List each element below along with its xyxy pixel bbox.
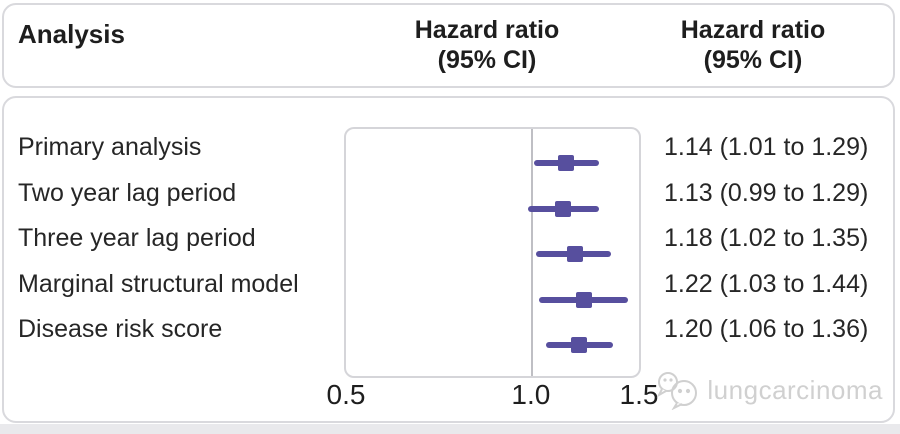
watermark: lungcarcinoma <box>655 370 883 410</box>
column-header-hazard-ratio-values: Hazard ratio (95% CI) <box>603 15 900 75</box>
row-value: 1.20 (1.06 to 1.36) <box>664 315 869 344</box>
page-bottom-strip <box>0 424 900 434</box>
hazard-ratio-header-line1: Hazard ratio <box>414 16 560 44</box>
row-label: Disease risk score <box>18 315 223 344</box>
x-tick-label: 0.5 <box>326 379 366 410</box>
row-value: 1.14 (1.01 to 1.29) <box>664 133 869 161</box>
hazard-ratio-header-line2: (95% CI) <box>703 46 803 74</box>
x-tick-label: 1.5 <box>619 379 659 410</box>
watermark-text: lungcarcinoma <box>707 374 883 405</box>
row-label: Three year lag period <box>18 224 256 253</box>
row-label: Marginal structural model <box>18 269 299 298</box>
table-header: Analysis Hazard ratio (95% CI) Hazard ra… <box>2 3 895 88</box>
reference-line <box>530 129 533 376</box>
hazard-ratio-point-marker <box>557 155 574 171</box>
row-label: Primary analysis <box>18 133 202 161</box>
column-header-analysis: Analysis <box>18 19 125 49</box>
column-header-hazard-ratio-plot: Hazard ratio (95% CI) <box>337 15 637 75</box>
plot-body: Primary analysis Two year lag period Three… <box>2 96 895 423</box>
hazard-ratio-header-line1: Hazard ratio <box>680 16 826 44</box>
row-value: 1.22 (1.03 to 1.44) <box>664 269 869 298</box>
x-tick-label: 1.0 <box>511 379 551 410</box>
hazard-ratio-header-line2: (95% CI) <box>437 46 537 74</box>
hazard-ratio-point-marker <box>571 337 588 354</box>
hazard-ratio-point-marker <box>555 200 572 217</box>
row-value: 1.13 (0.99 to 1.29) <box>664 178 869 207</box>
forest-plot-panel <box>344 127 641 378</box>
hazard-ratio-point-marker <box>575 291 592 308</box>
row-label: Two year lag period <box>18 178 237 207</box>
wechat-bubbles-icon <box>657 372 698 410</box>
hazard-ratio-point-marker <box>567 246 583 263</box>
row-value: 1.18 (1.02 to 1.35) <box>664 224 869 253</box>
